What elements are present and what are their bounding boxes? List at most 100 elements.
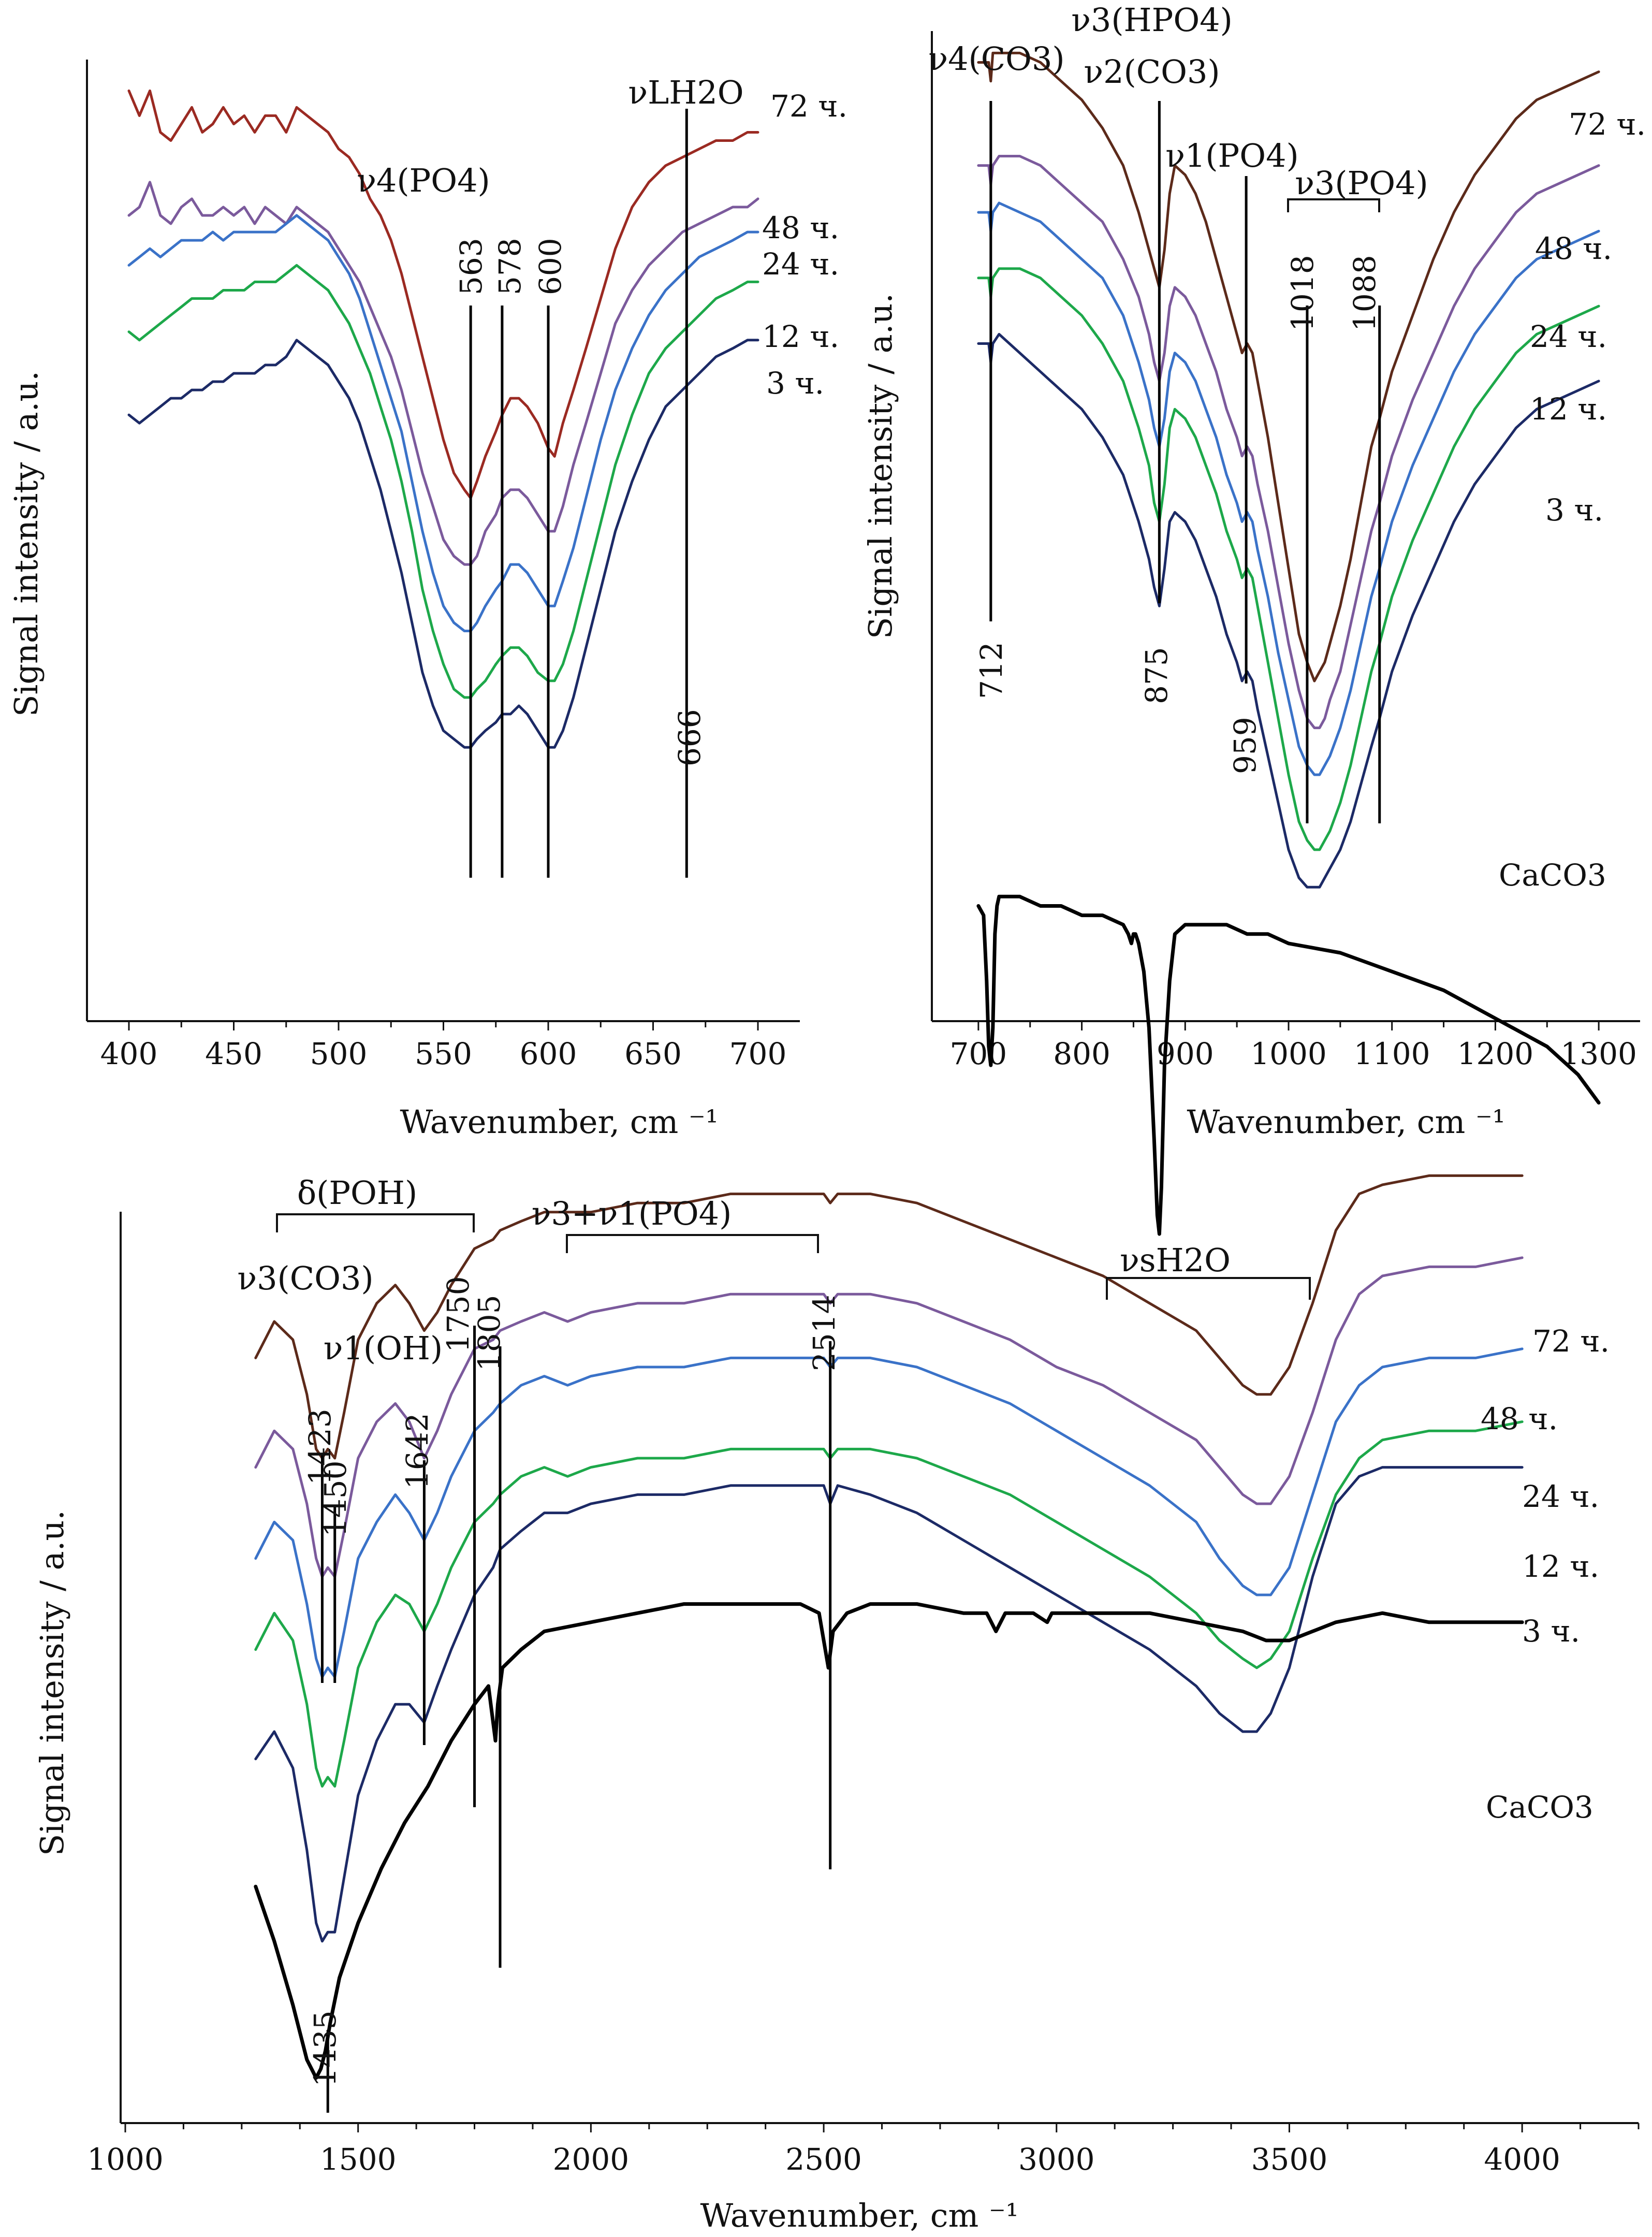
panel-c-series-label-48: 48 ч.	[1481, 1401, 1558, 1436]
panel-b-group-label-v1po4: ν1(PO4)	[1165, 137, 1299, 175]
panel-b-peak-label-1018: 1018	[1285, 255, 1320, 331]
panel-c-series-label-12: 12 ч.	[1522, 1549, 1599, 1584]
panel-a-tick-label-400: 400	[100, 1036, 158, 1071]
panel-b-group-label-v3po4: ν3(PO4)	[1295, 164, 1428, 202]
panel-b-group-label-v2co3: ν2(CO3)	[1084, 53, 1220, 91]
panel-b-tick-label-1300: 1300	[1560, 1036, 1637, 1071]
panel-a-tick-label-450: 450	[205, 1036, 262, 1071]
panel-c-series-label-24: 24 ч.	[1522, 1479, 1599, 1514]
panel-c-peak-lines	[320, 1326, 832, 2113]
panel-b-series-label-72: 72 ч.	[1569, 107, 1646, 142]
panel-a: 400 450 500 550 600 650 700 Wavenumber, cm ⁻¹ …	[7, 60, 847, 1141]
panel-a-series-label-3: 3 ч.	[766, 366, 824, 401]
panel-c-tick-label-2500: 2500	[785, 2142, 862, 2177]
panel-c-peak-label-1750: 1750	[441, 1276, 476, 1353]
panel-c-group-label-v3co3: ν3(CO3)	[237, 1259, 373, 1297]
panel-c-tick-label-1000: 1000	[87, 2142, 164, 2177]
panel-b-tick-label-1100: 1100	[1354, 1036, 1430, 1071]
panel-c-bracket-vsh2o	[1106, 1277, 1311, 1300]
panel-b-y-axis-title: Signal intensity / a.u.	[861, 293, 899, 639]
panel-a-peak-label-600: 600	[533, 238, 568, 295]
panel-a-tick-label-550: 550	[415, 1036, 472, 1071]
panel-c-peak-label-1450: 1450	[318, 1460, 353, 1537]
panel-b-peak-label-959: 959	[1227, 717, 1263, 774]
panel-a-series-line-1	[127, 181, 759, 566]
panel-c-series-line-0	[254, 1174, 1524, 1460]
panel-b-peak-label-712: 712	[974, 642, 1009, 699]
panel-b-series-line-4	[977, 332, 1600, 889]
panel-b-peak-label-1088: 1088	[1347, 255, 1382, 331]
panel-c-series-line-2	[254, 1347, 1524, 1678]
panel-a-series-line-3	[127, 264, 759, 699]
panel-c-peak-label-2514: 2514	[807, 1295, 842, 1371]
panel-c-bracket-dpoh	[276, 1213, 475, 1232]
panel-c-curves	[254, 1174, 1524, 2080]
panel-a-tick-label-650: 650	[624, 1036, 682, 1071]
panel-b-series-line-2	[977, 201, 1600, 776]
panel-b-tick-label-1200: 1200	[1457, 1036, 1534, 1071]
panel-c-series-label-3: 3 ч.	[1522, 1614, 1580, 1649]
panel-a-series-line-4	[127, 339, 759, 749]
panel-a-tick-label-500: 500	[310, 1036, 368, 1071]
panel-a-peak-label-578: 578	[492, 238, 528, 295]
panel-c-x-axis-title: Wavenumber, cm ⁻¹	[700, 2197, 1018, 2234]
panel-b-series-label-12: 12 ч.	[1530, 391, 1607, 427]
panel-c-group-label-v3v1po4: ν3+ν1(PO4)	[532, 1195, 732, 1232]
panel-b-x-ticks: 700 800 900 1000 1100 1200 1300	[950, 1021, 1637, 1071]
panel-c-tick-label-3000: 3000	[1018, 2142, 1095, 2177]
panel-c-series-line-3	[254, 1420, 1524, 1788]
panel-c-tick-label-4000: 4000	[1484, 2142, 1560, 2177]
panel-a-peak-label-666: 666	[672, 709, 707, 766]
panel-b-group-label-v3hpo4: ν3(HPO4)	[1071, 1, 1233, 39]
panel-c-series-label-caco3: CaCO3	[1486, 1790, 1593, 1825]
panel-b-series-line-5	[976, 894, 1601, 1236]
panel-a-series-label-12: 12 ч.	[762, 319, 839, 354]
panel-a-group-label-vlh2o: νLH2O	[628, 74, 743, 111]
panel-b-peak-label-875: 875	[1139, 647, 1174, 704]
panel-b-series-label-3: 3 ч.	[1545, 492, 1603, 528]
panel-c-tick-label-1500: 1500	[320, 2142, 397, 2177]
panel-b-tick-label-1000: 1000	[1250, 1036, 1327, 1071]
panel-a-peak-lines	[469, 109, 688, 878]
panel-c-peak-label-1423: 1423	[302, 1408, 338, 1485]
panel-b: 700 800 900 1000 1100 1200 1300 Wavenumber, cm…	[861, 1, 1646, 1236]
panel-c-peak-label-1805: 1805	[472, 1295, 507, 1371]
panel-c-bracket-v3v1po4	[566, 1234, 819, 1253]
panel-b-series-line-3	[977, 267, 1600, 851]
panel-b-series-label-caco3: CaCO3	[1499, 858, 1606, 893]
panel-c-group-label-dpoh: δ(POH)	[297, 1174, 417, 1212]
panel-a-tick-label-700: 700	[729, 1036, 787, 1071]
panel-c-tick-label-2000: 2000	[553, 2142, 630, 2177]
panel-b-curves	[976, 51, 1601, 1236]
panel-b-group-label-v4co3: ν4(CO3)	[928, 40, 1064, 78]
panel-c-peak-label-1642: 1642	[400, 1413, 435, 1489]
panel-b-tick-label-700: 700	[950, 1036, 1007, 1071]
panel-b-series-label-48: 48 ч.	[1535, 231, 1612, 266]
panel-b-x-axis-title: Wavenumber, cm ⁻¹	[1187, 1103, 1505, 1141]
panel-b-bracket-v3po4	[1287, 198, 1380, 212]
panel-b-tick-label-800: 800	[1053, 1036, 1110, 1071]
panel-c-peak-label-1435: 1435	[308, 2010, 343, 2087]
panel-b-peak-lines	[989, 101, 1381, 823]
panel-a-series-line-2	[127, 214, 759, 632]
panel-a-peak-label-563: 563	[454, 238, 489, 295]
panel-c-series-line-1	[254, 1256, 1524, 1578]
panel-a-series-line-0	[127, 89, 759, 500]
panel-c-series-line-5	[254, 1602, 1524, 2080]
panel-c-series-label-72: 72 ч.	[1532, 1324, 1610, 1359]
panel-c-series-line-4	[254, 1466, 1524, 1943]
panel-a-x-ticks: 400 450 500 550 600 650 700	[100, 1021, 787, 1071]
panel-c-y-axis-title: Signal intensity / a.u.	[33, 1510, 71, 1856]
panel-c-group-label-v1oh: ν1(OH)	[324, 1329, 443, 1367]
panel-a-series-label-24: 24 ч.	[762, 246, 839, 282]
panel-b-series-label-24: 24 ч.	[1530, 319, 1607, 354]
panel-a-series-label-72: 72 ч.	[770, 89, 847, 124]
panel-a-group-label-v4po4: ν4(PO4)	[357, 162, 490, 199]
panel-a-curves	[127, 89, 759, 749]
panel-b-series-line-1	[977, 155, 1600, 730]
panel-a-series-label-48: 48 ч.	[762, 210, 839, 245]
panel-c-group-label-vsh2o: νsH2O	[1120, 1241, 1231, 1279]
panel-c: 1000 1500 2000 2500 3000 3500 4000 Wavenumber,…	[33, 1174, 1640, 2234]
